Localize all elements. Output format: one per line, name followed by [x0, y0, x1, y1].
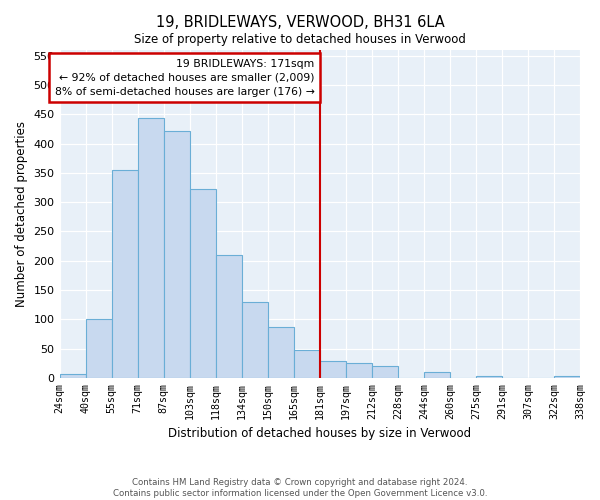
Text: 19, BRIDLEWAYS, VERWOOD, BH31 6LA: 19, BRIDLEWAYS, VERWOOD, BH31 6LA	[155, 15, 445, 30]
Bar	[554, 376, 580, 378]
Bar	[424, 372, 450, 378]
Text: 19 BRIDLEWAYS: 171sqm
← 92% of detached houses are smaller (2,009)
8% of semi-de: 19 BRIDLEWAYS: 171sqm ← 92% of detached …	[55, 59, 314, 97]
Bar	[268, 328, 294, 378]
Bar	[294, 350, 320, 378]
Bar	[86, 318, 112, 378]
Bar	[346, 363, 372, 378]
Bar	[242, 302, 268, 378]
Bar	[320, 361, 346, 378]
Bar	[137, 118, 164, 378]
Text: Contains HM Land Registry data © Crown copyright and database right 2024.
Contai: Contains HM Land Registry data © Crown c…	[113, 478, 487, 498]
Bar	[215, 256, 242, 378]
Text: Size of property relative to detached houses in Verwood: Size of property relative to detached ho…	[134, 32, 466, 46]
Bar	[164, 131, 190, 378]
Bar	[476, 376, 502, 378]
Y-axis label: Number of detached properties: Number of detached properties	[15, 121, 28, 307]
Bar	[59, 374, 86, 378]
Bar	[372, 366, 398, 378]
Bar	[112, 170, 137, 378]
X-axis label: Distribution of detached houses by size in Verwood: Distribution of detached houses by size …	[168, 427, 472, 440]
Bar	[190, 188, 215, 378]
